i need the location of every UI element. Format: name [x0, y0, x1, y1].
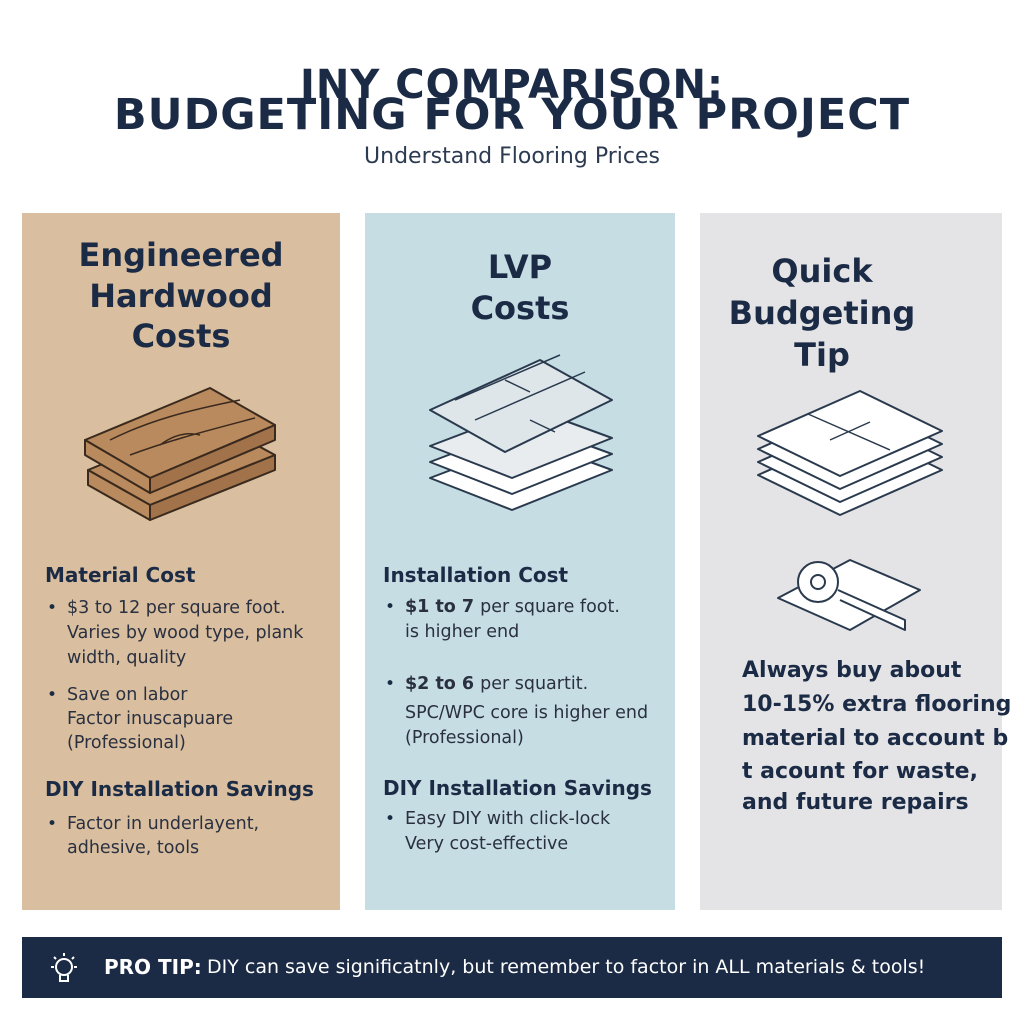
bullet-line: (Professional)	[67, 733, 186, 753]
section-title: Material Cost	[45, 563, 196, 587]
bullet-dot: •	[47, 685, 58, 705]
hardwood-icon	[84, 387, 276, 521]
tip-line: Always buy about	[742, 658, 962, 683]
bullet-lead: $1 to 7	[405, 597, 475, 617]
column-heading: Engineered	[78, 236, 284, 274]
bullet-line: Factor inuscapuare	[67, 709, 234, 729]
pro-tip-text: DIY can save significatnly, but remember…	[207, 956, 926, 978]
bullet-line: Factor in underlayent,	[67, 814, 260, 834]
tip-line: t acount for waste,	[742, 759, 978, 784]
stack-icon	[757, 390, 943, 631]
column-heading: Hardwood	[89, 277, 273, 315]
bullet-dot: •	[385, 597, 396, 617]
column-heading: LVP	[487, 248, 553, 286]
bullet-line: $3 to 12 per square foot.	[67, 598, 286, 618]
tip-line: material to account b	[742, 726, 1009, 751]
section-title: DIY Installation Savings	[383, 776, 652, 800]
bullet-line: SPC/WPC core is higher end	[405, 703, 649, 723]
bullet-line: Save on labor	[67, 685, 188, 705]
lvp-icon	[429, 354, 613, 511]
tip-line: and future repairs	[742, 790, 969, 815]
bullet-line: Varies by wood type, plank	[67, 623, 304, 643]
column-heading: Quick	[771, 252, 873, 290]
section-title: Installation Cost	[383, 563, 569, 587]
bullet-line: Very cost-effective	[405, 834, 569, 854]
bullet-line: per square foot.	[480, 597, 620, 617]
column-heading: Budgeting	[728, 294, 916, 332]
bullet-line: Easy DIY with click-lock	[405, 809, 611, 829]
bullet-dot: •	[385, 674, 396, 694]
bullet-line: adhesive, tools	[67, 838, 200, 858]
column-heading: Tip	[794, 336, 850, 374]
footer: PRO TIP: DIY can save significatnly, but…	[22, 937, 1002, 998]
bullet-dot: •	[47, 814, 58, 834]
bullet-line: is higher end	[405, 622, 520, 642]
subtitle: Understand Flooring Prices	[364, 144, 660, 169]
title: BUDGETING FOR YOUR PROJECT	[113, 90, 911, 140]
bullet-line: (Professional)	[405, 728, 524, 748]
bullet-dot: •	[385, 809, 396, 829]
bulb-icon	[51, 953, 77, 982]
column	[22, 213, 340, 910]
column-heading: Costs	[131, 317, 231, 355]
section-title: DIY Installation Savings	[45, 777, 314, 801]
pro-tip-label: PRO TIP:	[104, 955, 202, 979]
column-heading: Costs	[470, 289, 570, 327]
tip-line: 10-15% extra flooring	[742, 692, 1012, 717]
bullet-lead: $2 to 6	[405, 674, 475, 694]
bullet-line: per squartit.	[480, 674, 589, 694]
bullet-line: width, quality	[67, 648, 187, 668]
title: INY COMPARISON:	[300, 62, 724, 108]
column	[365, 213, 675, 910]
bullet-dot: •	[47, 598, 58, 618]
